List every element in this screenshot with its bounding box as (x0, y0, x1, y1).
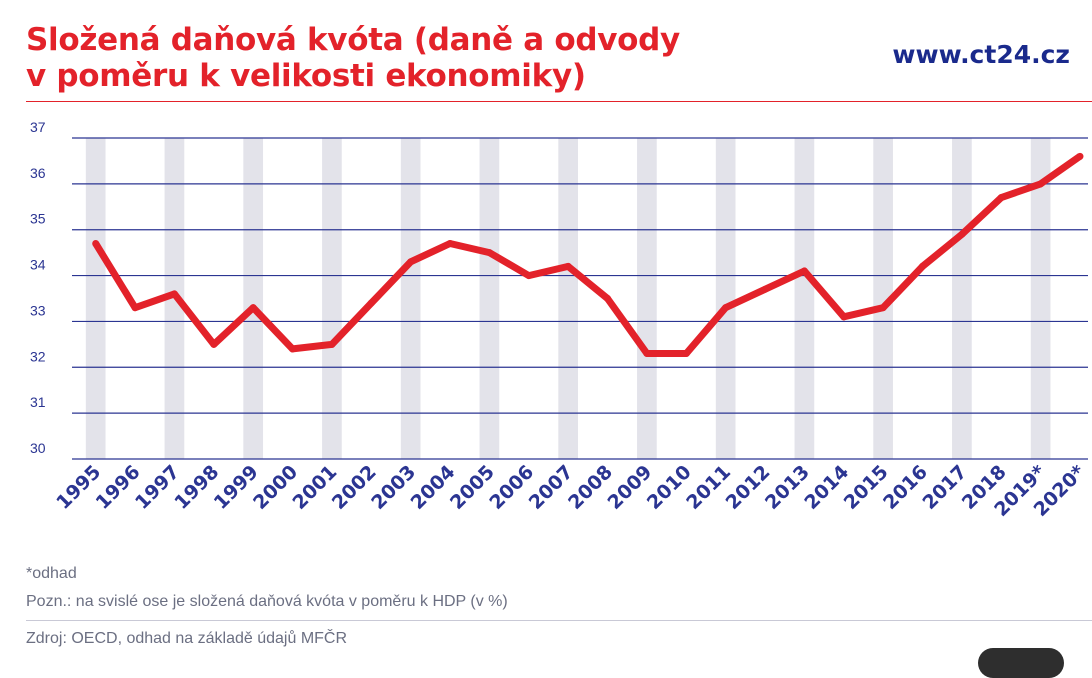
y-tick-label: 30 (30, 440, 46, 456)
x-tick-label: 2002 (328, 461, 381, 514)
year-band (558, 138, 578, 459)
x-tick-label: 1998 (170, 461, 223, 514)
header-divider (26, 101, 1092, 102)
chart-title-line1: Složená daňová kvóta (daně a odvody (26, 22, 680, 58)
series-line (92, 153, 1083, 357)
data-point (289, 345, 297, 353)
data-point (525, 272, 533, 280)
data-point (997, 194, 1005, 202)
brand-link[interactable]: www.ct24.cz (892, 40, 1070, 69)
data-point (800, 267, 808, 275)
year-band (85, 138, 106, 459)
data-point (249, 304, 257, 312)
source-note: Zdroj: OECD, odhad na základě údajů MFČR (26, 630, 348, 647)
series-group (92, 152, 1084, 358)
x-tick-label: 1999 (210, 461, 263, 514)
overlay-badge (978, 648, 1064, 678)
year-bands (85, 138, 1051, 459)
data-point (328, 340, 336, 348)
x-tick-label: 2013 (761, 461, 814, 514)
x-tick-label: 2011 (682, 461, 735, 514)
data-point (210, 340, 218, 348)
data-point (682, 350, 690, 358)
data-point (170, 290, 178, 298)
y-tick-label: 37 (30, 119, 46, 135)
data-point (564, 262, 572, 270)
x-tick-labels: 1995199619971998199920002001200220032004… (52, 461, 1089, 521)
x-tick-label: 2006 (485, 461, 538, 514)
x-tick-label: 2014 (800, 461, 853, 514)
year-band (322, 138, 342, 459)
y-tick-label: 35 (30, 211, 46, 227)
estimate-note: *odhad (26, 565, 77, 582)
x-tick-label: 2000 (249, 461, 302, 514)
data-point (643, 350, 651, 358)
x-tick-label: 2015 (840, 461, 893, 514)
year-band (715, 138, 736, 459)
y-tick-label: 32 (30, 348, 46, 364)
year-band (1030, 138, 1051, 459)
x-tick-label: 2016 (879, 461, 932, 514)
data-point (722, 304, 730, 312)
data-point (446, 239, 454, 247)
year-band (952, 138, 972, 459)
y-tick-label: 33 (30, 302, 46, 318)
x-tick-label: 2012 (722, 461, 775, 514)
x-tick-label: 2003 (367, 461, 420, 514)
data-point (919, 262, 927, 270)
data-point (131, 304, 139, 312)
year-band (794, 138, 815, 459)
data-point (840, 313, 848, 321)
data-point (92, 239, 100, 247)
y-tick-label: 31 (30, 394, 46, 410)
data-point (367, 299, 375, 307)
year-band (637, 138, 657, 459)
data-point (761, 285, 769, 293)
data-point (604, 295, 612, 302)
x-tick-label: 2009 (603, 461, 656, 514)
axis-note: Pozn.: na svislé ose je složená daňová k… (26, 593, 508, 610)
data-point (1037, 180, 1045, 188)
x-tick-label: 1995 (52, 461, 105, 514)
data-point (1076, 152, 1084, 160)
x-tick-label: 2004 (407, 461, 460, 514)
y-tick-label: 34 (30, 257, 46, 273)
year-band (400, 138, 421, 459)
data-point (485, 249, 493, 257)
x-tick-label: 2010 (643, 461, 696, 514)
x-tick-label: 2005 (446, 461, 499, 514)
data-point (407, 258, 415, 266)
x-tick-label: 2007 (525, 461, 578, 514)
x-tick-label: 2008 (564, 461, 617, 514)
y-tick-labels: 30 31 32 33 34 35 36 37 (30, 119, 46, 456)
x-tick-label: 2017 (918, 461, 971, 514)
x-tick-label: 1997 (131, 461, 184, 514)
year-band (479, 138, 500, 459)
year-band (243, 138, 264, 459)
y-tick-label: 36 (30, 165, 46, 181)
x-tick-label: 1996 (92, 461, 145, 514)
gridlines (72, 137, 1088, 460)
x-tick-label: 2001 (289, 461, 342, 514)
chart-title: Složená daňová kvóta (daně a odvody v po… (26, 22, 680, 94)
chart-title-line2: v poměru k velikosti ekonomiky) (26, 58, 586, 94)
data-point (958, 230, 966, 238)
year-band (873, 138, 893, 459)
data-point (879, 304, 887, 312)
footer-divider (26, 620, 1092, 621)
